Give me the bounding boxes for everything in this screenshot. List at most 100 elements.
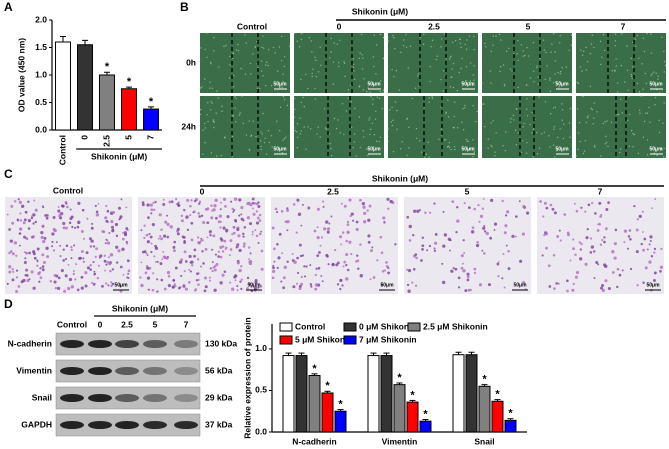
cell-dot: [240, 217, 244, 221]
cell-dot: [465, 79, 467, 82]
cell-dot: [209, 87, 211, 89]
cell-dot: [578, 241, 581, 244]
cell-dot: [593, 117, 595, 119]
cell-dot: [407, 268, 412, 273]
cell-dot: [429, 65, 431, 68]
cell-dot: [200, 47, 202, 49]
cell-dot: [427, 141, 429, 143]
cell-dot: [469, 80, 472, 82]
cell-dot: [37, 272, 41, 276]
cell-dot: [451, 200, 455, 204]
cell-dot: [619, 148, 622, 150]
cell-dot: [517, 59, 520, 62]
cell-dot: [653, 251, 656, 254]
cell-dot: [22, 221, 26, 225]
cell-dot: [556, 149, 558, 152]
cell-dot: [114, 222, 119, 227]
cell-dot: [623, 229, 628, 233]
cell-dot: [300, 282, 304, 286]
cell-dot: [232, 231, 236, 235]
cell-dot: [56, 286, 61, 290]
cell-dot: [469, 148, 471, 150]
cell-dot: [406, 154, 408, 157]
cell-dot: [341, 103, 344, 105]
cell-dot: [640, 242, 643, 246]
cell-dot: [646, 154, 649, 156]
cell-dot: [378, 97, 381, 100]
cell-dot: [70, 248, 73, 252]
cell-dot: [211, 248, 214, 251]
cell-dot: [343, 260, 347, 264]
cell-dot: [211, 87, 214, 90]
cell-dot: [292, 285, 296, 289]
cell-dot: [231, 135, 234, 138]
cell-dot: [308, 36, 311, 39]
cell-dot: [199, 240, 202, 243]
cell-dot: [522, 140, 524, 142]
cell-dot: [658, 131, 661, 134]
cell-dot: [24, 210, 28, 214]
cell-dot: [71, 225, 74, 229]
cell-dot: [419, 209, 422, 212]
x-tick-label: Vimentin: [382, 436, 418, 446]
cell-dot: [548, 135, 550, 137]
cell-dot: [73, 226, 77, 229]
cell-dot: [45, 246, 49, 250]
cell-dot: [298, 243, 302, 247]
cell-dot: [105, 238, 108, 241]
cell-dot: [244, 73, 247, 76]
cell-dot: [343, 204, 347, 208]
cell-dot: [641, 63, 643, 65]
cell-dot: [502, 145, 504, 147]
cell-dot: [452, 267, 455, 270]
dose-label: 2.5: [327, 186, 339, 196]
blot-band: [174, 421, 198, 429]
cell-dot: [288, 45, 291, 47]
cell-dot: [465, 66, 468, 68]
cell-dot: [419, 139, 421, 142]
cell-dot: [450, 269, 454, 273]
cell-dot: [360, 33, 363, 36]
cell-dot: [223, 239, 227, 243]
cell-dot: [309, 283, 313, 286]
cell-dot: [276, 70, 279, 72]
cell-dot: [278, 232, 282, 236]
cell-dot: [57, 209, 61, 213]
cell-dot: [294, 108, 296, 111]
cell-dot: [365, 148, 368, 150]
cell-dot: [589, 251, 593, 254]
cell-dot: [538, 96, 540, 98]
cell-dot: [520, 44, 523, 46]
cell-dot: [460, 46, 462, 49]
cell-dot: [281, 252, 284, 255]
cell-dot: [193, 254, 196, 258]
cell-dot: [27, 227, 31, 230]
cell-dot: [519, 259, 523, 263]
cell-dot: [234, 220, 238, 223]
cell-dot: [105, 204, 108, 208]
cell-dot: [443, 33, 446, 35]
cell-dot: [365, 90, 368, 93]
cell-dot: [453, 101, 456, 103]
cell-dot: [343, 61, 345, 63]
cell-dot: [482, 226, 486, 230]
cell-dot: [390, 121, 392, 123]
cell-dot: [84, 271, 88, 275]
cell-dot: [431, 97, 434, 100]
cell-dot: [433, 247, 436, 250]
cell-dot: [8, 265, 12, 269]
cell-dot: [43, 236, 47, 240]
cell-dot: [119, 217, 122, 220]
cell-dot: [262, 112, 264, 115]
cell-dot: [18, 244, 21, 247]
cell-dot: [15, 276, 19, 279]
cell-dot: [184, 287, 189, 291]
cell-dot: [342, 265, 345, 268]
cell-dot: [11, 278, 15, 282]
cell-dot: [198, 202, 201, 205]
cell-dot: [347, 89, 350, 91]
cell-dot: [406, 117, 409, 120]
cell-dot: [57, 205, 60, 208]
cell-dot: [515, 108, 518, 110]
cell-dot: [412, 233, 415, 237]
